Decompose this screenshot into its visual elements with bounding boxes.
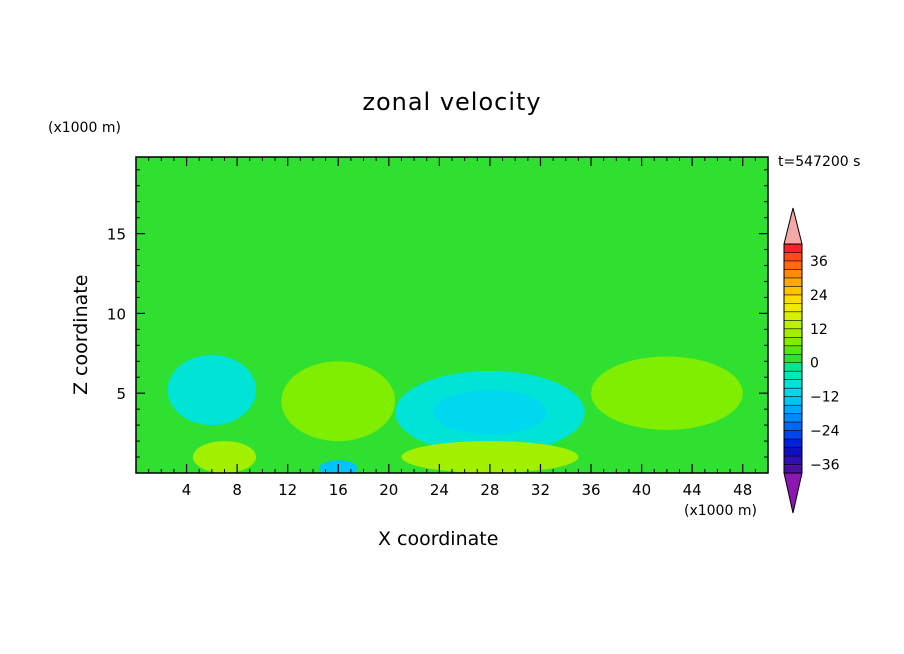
colorbar-segment [784, 422, 802, 432]
contour-region [401, 441, 579, 473]
x-tick-label: 44 [683, 481, 702, 499]
colorbar-segment [784, 405, 802, 415]
y-unit-label: (x1000 m) [48, 120, 121, 136]
contour-band [136, 252, 768, 299]
colorbar-segment [784, 337, 802, 347]
x-tick-label: 36 [581, 481, 600, 499]
x-tick-label: 4 [182, 481, 192, 499]
colorbar-frame [783, 243, 803, 474]
contour-region [192, 441, 257, 473]
colorbar-segment [784, 303, 802, 313]
colorbar-segment [784, 260, 802, 270]
colorbar-segment [784, 311, 802, 321]
colorbar-segment [784, 447, 802, 457]
colorbar-segment [784, 371, 802, 381]
contour-region [281, 361, 396, 442]
colorbar-segment [784, 439, 802, 449]
x-tick-label: 8 [232, 481, 242, 499]
colorbar-segment [784, 396, 802, 406]
colorbar-segment [784, 269, 802, 279]
x-tick-label: 32 [531, 481, 550, 499]
x-axis-label: X coordinate [378, 528, 499, 550]
colorbar-segment [784, 430, 802, 440]
contour-region [433, 390, 547, 435]
colorbar-segment [784, 456, 802, 466]
contour-field [136, 157, 768, 473]
chart-title: zonal velocity [362, 88, 542, 116]
colorbar-label: 24 [810, 288, 828, 304]
x-tick-label: 40 [632, 481, 651, 499]
colorbar-segment [784, 388, 802, 398]
colorbar-label: −36 [810, 458, 840, 474]
colorbar: 36 24 12 0 −12 −24 −36 [783, 207, 840, 514]
contour-band [136, 303, 768, 350]
y-tick-label: 15 [107, 226, 126, 244]
colorbar-segment [784, 354, 802, 364]
colorbar-segment [784, 413, 802, 423]
x-unit-label: (x1000 m) [684, 503, 757, 519]
colorbar-segment [784, 277, 802, 287]
colorbar-label: −24 [810, 424, 840, 440]
colorbar-label: 36 [810, 254, 828, 270]
colorbar-segment [784, 379, 802, 389]
y-tick-label: 10 [107, 305, 126, 323]
contour-region [167, 354, 257, 426]
colorbar-label: 0 [810, 356, 819, 372]
x-tick-label: 20 [379, 481, 398, 499]
contour-region [591, 356, 743, 430]
colorbar-segment [784, 286, 802, 296]
x-tick-label: 24 [430, 481, 449, 499]
y-tick-label: 5 [116, 385, 126, 403]
colorbar-segment [784, 252, 802, 262]
contour-band [136, 191, 768, 238]
time-label: t=547200 s [778, 154, 861, 170]
colorbar-over-arrow [783, 207, 803, 245]
colorbar-segment [784, 320, 802, 330]
colorbar-under-arrow [783, 472, 803, 514]
x-tick-label: 28 [480, 481, 499, 499]
colorbar-label: 12 [810, 322, 828, 338]
colorbar-segment [784, 244, 802, 253]
colorbar-segment [784, 294, 802, 304]
colorbar-label: −12 [810, 390, 840, 406]
x-tick-label: 12 [278, 481, 297, 499]
colorbar-segment [784, 328, 802, 338]
x-tick-label: 48 [733, 481, 752, 499]
colorbar-segment [784, 464, 802, 474]
colorbar-segment [784, 345, 802, 355]
x-tick-label: 16 [329, 481, 348, 499]
colorbar-segment [784, 362, 802, 372]
